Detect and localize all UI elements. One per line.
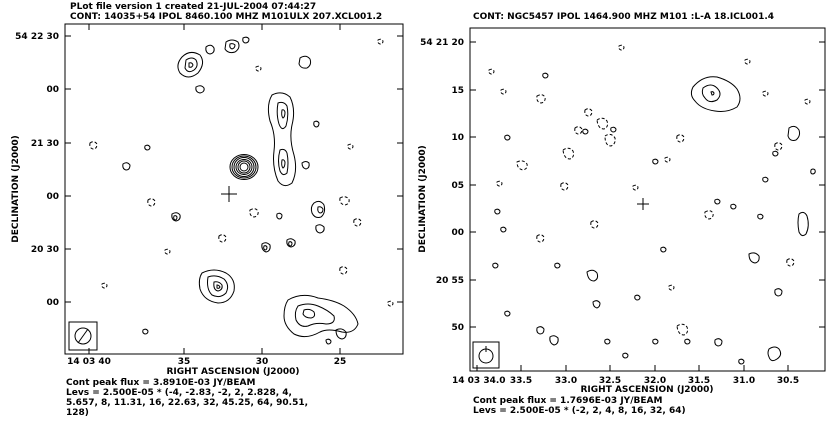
right-x-tick-label: 30.5 bbox=[777, 376, 799, 386]
right-y-tick-label: 00 bbox=[451, 228, 464, 238]
left-x-tick-label: 14 03 40 bbox=[67, 357, 111, 367]
left-negative-contours bbox=[89, 38, 394, 307]
left-contour-panel: PLot file version 1 created 21-JUL-2004 … bbox=[0, 0, 410, 422]
left-beam-box bbox=[68, 321, 98, 351]
right-y-tick-label: 20 55 bbox=[436, 276, 464, 286]
right-beam-box bbox=[472, 341, 500, 369]
right-x-tick-label: 31.5 bbox=[688, 376, 710, 386]
right-contours bbox=[492, 72, 816, 365]
left-levels-line3: 128) bbox=[66, 408, 89, 418]
left-header-line1: PLot file version 1 created 21-JUL-2004 … bbox=[70, 2, 317, 12]
right-contour-panel: CONT: NGC5457 IPOL 1464.900 MHZ M101 :L-… bbox=[415, 0, 830, 422]
left-y-tick-label: 54 22 30 bbox=[15, 32, 59, 42]
pointing-cross bbox=[637, 198, 649, 210]
left-y-tick-label: 20 30 bbox=[31, 245, 59, 255]
left-header-line2: CONT: 14035+54 IPOL 8460.100 MHZ M101ULX… bbox=[70, 12, 383, 22]
left-y-tick-label: 21 30 bbox=[31, 139, 59, 149]
right-contour-plot: 54 21 20 15 10 05 00 20 55 50 14 03 34.0… bbox=[418, 27, 826, 395]
left-peak-flux: Cont peak flux = 3.8910E-03 JY/BEAM bbox=[66, 378, 256, 388]
left-beam-ellipse bbox=[74, 327, 92, 345]
left-y-tick-label: 00 bbox=[46, 192, 59, 202]
left-x-tick-label: 25 bbox=[334, 357, 347, 367]
right-x-tick-label: 31.0 bbox=[733, 376, 755, 386]
left-x-axis-title: RIGHT ASCENSION (J2000) bbox=[167, 367, 300, 377]
pointing-cross bbox=[221, 186, 237, 202]
left-levels-line2: 5.657, 8, 11.31, 16, 22.63, 32, 45.25, 6… bbox=[66, 398, 309, 408]
right-x-axis-title: RIGHT ASCENSION (J2000) bbox=[581, 385, 714, 395]
right-x-tick-label: 33.5 bbox=[510, 376, 532, 386]
central-bright-source bbox=[229, 154, 259, 180]
right-x-tick-label: 32.5 bbox=[599, 376, 621, 386]
right-peak-flux: Cont peak flux = 1.7696E-03 JY/BEAM bbox=[473, 396, 663, 406]
left-contour-plot: 54 22 30 00 21 30 00 20 30 00 14 03 40 3… bbox=[11, 23, 404, 377]
left-levels-line1: Levs = 2.500E-05 * (-4, -2.83, -2, 2, 2.… bbox=[66, 388, 292, 398]
right-x-tick-marks bbox=[476, 365, 789, 371]
left-y-axis-title: DECLINATION (J2000) bbox=[11, 135, 21, 243]
left-x-tick-label: 35 bbox=[178, 357, 191, 367]
right-y-tick-label: 10 bbox=[451, 133, 464, 143]
right-y-tick-label: 50 bbox=[451, 323, 464, 333]
right-y-tick-label: 54 21 20 bbox=[420, 38, 464, 48]
right-levels-line1: Levs = 2.500E-05 * (-2, 2, 4, 8, 16, 32,… bbox=[473, 406, 686, 416]
left-y-tick-label: 00 bbox=[46, 298, 59, 308]
left-y-tick-marks bbox=[65, 35, 403, 303]
left-contours bbox=[122, 36, 359, 345]
right-y-tick-marks bbox=[470, 41, 825, 328]
right-y-tick-label: 15 bbox=[451, 86, 464, 96]
right-negative-contours bbox=[488, 44, 811, 336]
right-x-tick-label: 33.0 bbox=[555, 376, 577, 386]
left-x-tick-marks bbox=[88, 24, 341, 354]
right-x-tick-label: 32.0 bbox=[644, 376, 666, 386]
right-y-tick-label: 05 bbox=[451, 181, 464, 191]
right-plot-frame bbox=[469, 27, 826, 372]
left-x-tick-label: 30 bbox=[256, 357, 269, 367]
right-x-tick-label: 14 03 34.0 bbox=[452, 376, 506, 386]
right-header-line1: CONT: NGC5457 IPOL 1464.900 MHZ M101 :L-… bbox=[473, 12, 775, 22]
left-plot-frame bbox=[64, 23, 404, 355]
right-y-axis-title: DECLINATION (J2000) bbox=[418, 145, 428, 253]
left-y-tick-label: 00 bbox=[46, 85, 59, 95]
